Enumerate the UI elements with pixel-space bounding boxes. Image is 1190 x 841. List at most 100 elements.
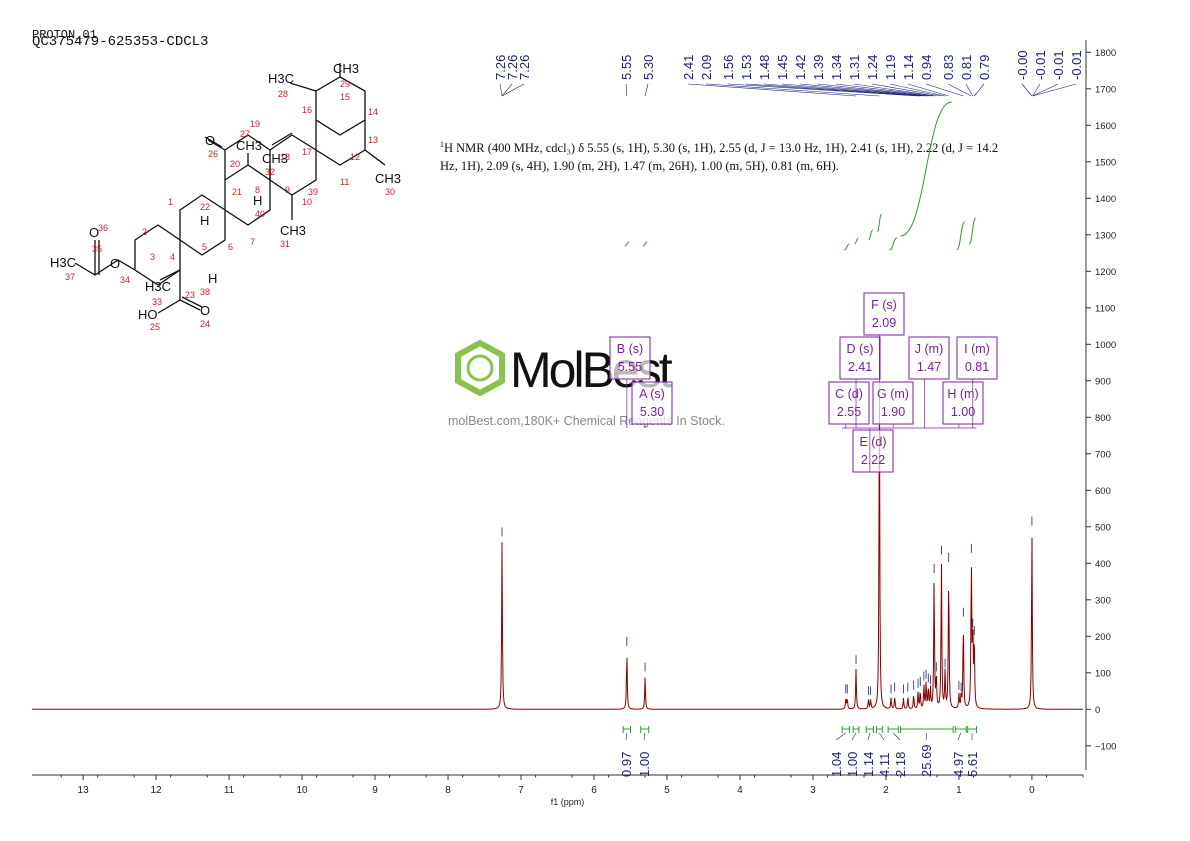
peak-label-leader: [853, 83, 937, 97]
peak-label-leader: [644, 83, 649, 97]
svg-text:28: 28: [278, 89, 288, 99]
peak-label: 7.26: [517, 55, 532, 80]
y-tick-label: 100: [1095, 668, 1111, 679]
peak-label: 7.26: [493, 55, 508, 80]
summary-text: H NMR (400 MHz, cdcl₃) δ 5.55 (s, 1H), 5…: [440, 141, 999, 174]
svg-text:2: 2: [142, 227, 147, 237]
svg-text:21: 21: [232, 187, 242, 197]
peak-label: 0.83: [941, 55, 956, 80]
svg-text:O: O: [110, 256, 120, 271]
svg-text:40: 40: [255, 209, 265, 219]
multiplet-box: [956, 336, 998, 380]
svg-text:3: 3: [150, 252, 155, 262]
x-tick-label: 4: [737, 785, 743, 796]
multiplet-label: F (s): [871, 298, 897, 312]
peak-label: 1.45: [775, 55, 790, 80]
integral-value: 1.14: [861, 752, 876, 777]
svg-text:15: 15: [340, 92, 350, 102]
x-tick-label: 2: [883, 785, 889, 796]
integral-leader: [957, 732, 962, 741]
integral-leader: [835, 732, 846, 741]
peak-label-leader: [501, 83, 513, 97]
multiplet-box: [863, 292, 905, 336]
x-tick-label: 12: [151, 785, 163, 796]
svg-text:17: 17: [302, 147, 312, 157]
multiplet-box: [852, 429, 894, 473]
y-tick-label: 1300: [1095, 230, 1116, 241]
integral-curve: [968, 217, 977, 245]
multiplet-label: E (d): [859, 435, 886, 449]
multiplet-box: [839, 336, 881, 380]
multiplet-label: G (m): [877, 387, 909, 401]
peak-label-leader: [1032, 83, 1041, 97]
peak-label-leader: [871, 83, 942, 97]
x-tick-label: 3: [810, 785, 816, 796]
peak-label-leader: [727, 83, 919, 97]
peak-label: -0.01: [1069, 50, 1084, 80]
peak-label-leader: [705, 83, 880, 97]
y-tick-label: 1500: [1095, 157, 1116, 168]
peak-label: 0.79: [977, 55, 992, 80]
svg-text:18: 18: [280, 152, 290, 162]
x-tick-label: 6: [591, 785, 597, 796]
y-tick-label: 200: [1095, 632, 1111, 643]
peak-label: 1.42: [793, 55, 808, 80]
integral-curve: [854, 237, 859, 245]
peak-label-leader: [1021, 83, 1033, 97]
integral-value: 5.61: [965, 752, 980, 777]
peak-label: 1.19: [883, 55, 898, 80]
spectrum-trace: [32, 397, 1083, 710]
benzene-logo-icon: [455, 340, 505, 396]
peak-label-leader: [687, 83, 857, 97]
svg-text:4: 4: [170, 252, 175, 262]
integral-value: 1.04: [829, 752, 844, 777]
integral-leader: [893, 732, 901, 741]
multiplet-label: J (m): [915, 342, 943, 356]
y-tick-label: 600: [1095, 486, 1111, 497]
peak-label-leader: [1032, 83, 1077, 97]
sample-name: QC375479-625353-CDCL3: [32, 34, 209, 50]
svg-text:1: 1: [168, 197, 173, 207]
integral-curve: [876, 213, 883, 233]
molecule-structure: O CH3 H3C CH3 CH3 CH3 CH3 H H H O O H3C …: [50, 61, 401, 332]
multiplet-box: [942, 381, 984, 425]
integral-curve: [956, 221, 966, 251]
peak-label-leader: [925, 83, 964, 97]
y-tick-label: 800: [1095, 413, 1111, 424]
multiplet-box: [609, 336, 651, 380]
svg-text:10: 10: [302, 197, 312, 207]
svg-text:9: 9: [285, 185, 290, 195]
multiplet-value: 1.47: [917, 360, 941, 374]
x-tick-label: 0: [1029, 785, 1035, 796]
y-tick-label: 1400: [1095, 194, 1116, 205]
multiplet-label: C (d): [835, 387, 863, 401]
integral-value: 1.00: [637, 752, 652, 777]
y-tick-label: 700: [1095, 449, 1111, 460]
x-tick-label: 10: [296, 785, 308, 796]
multiplet-value: 0.81: [965, 360, 989, 374]
svg-text:H: H: [208, 271, 217, 286]
svg-text:5: 5: [202, 242, 207, 252]
svg-text:CH3: CH3: [333, 61, 359, 76]
peak-label: 7.26: [505, 55, 520, 80]
peak-label-leader: [947, 83, 972, 97]
peak-label: 1.34: [829, 55, 844, 80]
svg-text:H3C: H3C: [50, 255, 76, 270]
integral-curve: [868, 229, 874, 241]
peak-label-leader: [799, 83, 929, 97]
peak-label: -0.01: [1051, 50, 1066, 80]
svg-text:H3C: H3C: [145, 279, 171, 294]
multiplet-label: D (s): [846, 342, 873, 356]
integral-value: 1.00: [845, 752, 860, 777]
multiplet-value: 2.55: [837, 405, 861, 419]
multiplet-value: 5.55: [618, 360, 642, 374]
atom-o26: O: [205, 133, 215, 148]
y-tick-label: 1600: [1095, 121, 1116, 132]
integral-leader: [625, 732, 628, 741]
peak-label: 1.14: [901, 55, 916, 80]
x-tick-label: 11: [224, 785, 235, 796]
svg-text:CH3: CH3: [375, 171, 401, 186]
svg-text:CH3: CH3: [236, 138, 262, 153]
svg-text:O: O: [89, 225, 99, 240]
